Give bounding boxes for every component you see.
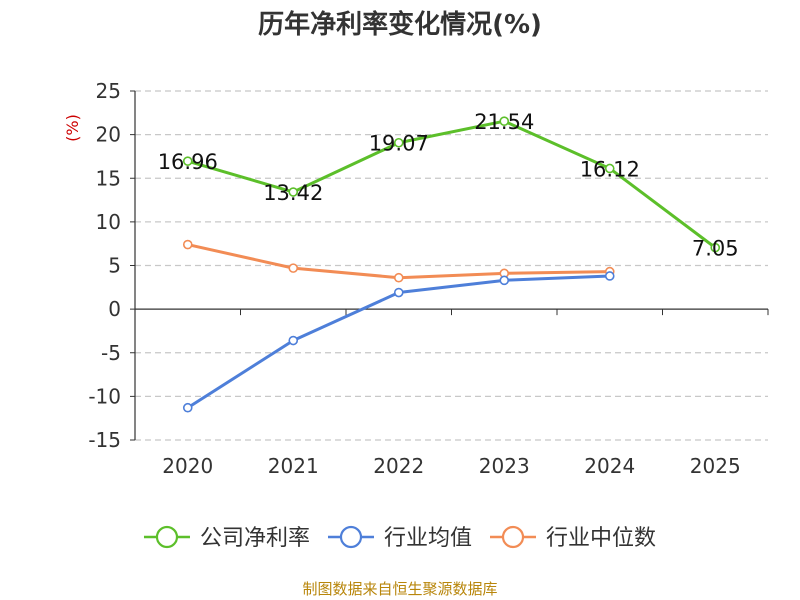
legend: 公司净利率 行业均值 行业中位数 <box>143 525 656 551</box>
x-tick-label: 2020 <box>162 454 213 478</box>
legend-marker <box>501 525 525 549</box>
data-point <box>499 275 510 286</box>
data-point <box>288 187 299 197</box>
series-line <box>187 243 610 280</box>
y-tick-label: 0 <box>108 297 121 321</box>
y-tick-label: -10 <box>88 384 121 408</box>
data-point <box>604 163 615 174</box>
source-note: 制图数据来自恒生聚源数据库 <box>302 580 497 598</box>
y-tick-label: 5 <box>108 254 121 278</box>
data-point <box>393 272 404 283</box>
y-tick-label: 15 <box>96 166 121 190</box>
series-layer <box>182 116 721 413</box>
legend-item[interactable]: 行业均值 <box>327 525 472 551</box>
data-point <box>604 271 615 281</box>
y-tick-label: -15 <box>88 428 121 452</box>
data-label: 19.07 <box>369 132 429 156</box>
series-1 <box>182 271 615 413</box>
data-point <box>393 287 404 298</box>
x-tick-label: 2023 <box>479 454 530 478</box>
x-tick-label: 2025 <box>690 454 741 478</box>
y-tick-label: -5 <box>101 341 121 365</box>
x-tick-label: 2024 <box>584 454 635 478</box>
legend-item[interactable]: 公司净利率 <box>143 525 310 551</box>
series-line <box>187 119 717 249</box>
data-point <box>710 242 721 253</box>
y-tick-label: 20 <box>96 123 121 147</box>
y-tick-label: 25 <box>96 79 121 103</box>
axes: 25 20 15 10 5 0 -5 -10 -15 2020 2021 2022 2023 2024 20… <box>88 79 769 478</box>
y-tick-label: 10 <box>96 210 121 234</box>
data-point <box>288 263 299 273</box>
data-point <box>182 239 193 250</box>
grid-lines <box>135 90 768 441</box>
data-label: 16.12 <box>580 157 640 181</box>
legend-label: 公司净利率 <box>200 526 310 551</box>
series-0 <box>182 116 721 253</box>
data-label: 13.42 <box>263 181 323 205</box>
data-point <box>182 156 193 166</box>
y-axis-label: (%) <box>63 114 82 142</box>
data-point <box>182 402 193 413</box>
legend-item[interactable]: 行业中位数 <box>490 525 656 551</box>
legend-label: 行业中位数 <box>546 526 656 551</box>
legend-label: 行业均值 <box>384 526 472 551</box>
x-tick-label: 2021 <box>268 454 319 478</box>
series-2 <box>182 239 615 283</box>
chart-title: 历年净利率变化情况(%) <box>258 9 542 40</box>
legend-marker <box>339 525 363 549</box>
data-labels: 16.96 13.42 19.07 21.54 16.12 7.05 <box>158 110 739 260</box>
data-point <box>288 335 299 346</box>
data-point <box>499 116 510 126</box>
data-label: 7.05 <box>692 237 739 261</box>
x-tick-label: 2022 <box>373 454 424 478</box>
data-label: 16.96 <box>158 150 218 174</box>
legend-marker <box>155 525 179 549</box>
data-label: 21.54 <box>474 110 534 134</box>
data-point <box>393 137 404 148</box>
